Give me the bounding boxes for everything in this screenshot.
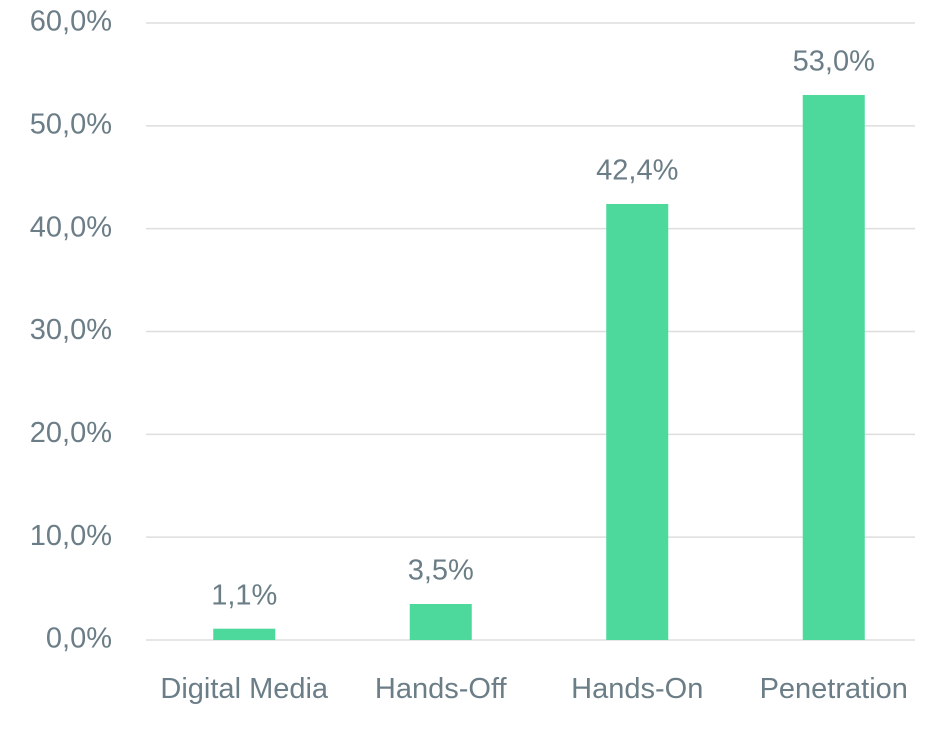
y-tick-label: 60,0% — [30, 6, 112, 38]
value-label: 3,5% — [408, 555, 474, 587]
y-tick-label: 30,0% — [30, 314, 112, 346]
value-label: 1,1% — [211, 579, 277, 611]
y-tick-label: 10,0% — [30, 520, 112, 552]
bar — [802, 94, 865, 640]
bar — [409, 604, 472, 640]
x-tick-label: Penetration — [759, 673, 908, 705]
bar — [606, 203, 669, 640]
x-tick-label: Hands-On — [571, 673, 704, 705]
bar — [213, 628, 276, 640]
y-tick-label: 0,0% — [46, 623, 112, 655]
y-tick-label: 40,0% — [30, 211, 112, 243]
value-label: 42,4% — [596, 155, 678, 187]
x-tick-label: Digital Media — [160, 673, 329, 705]
x-tick-label: Hands-Off — [374, 673, 507, 705]
value-label: 53,0% — [793, 46, 875, 78]
y-tick-label: 50,0% — [30, 108, 112, 140]
y-tick-label: 20,0% — [30, 417, 112, 449]
